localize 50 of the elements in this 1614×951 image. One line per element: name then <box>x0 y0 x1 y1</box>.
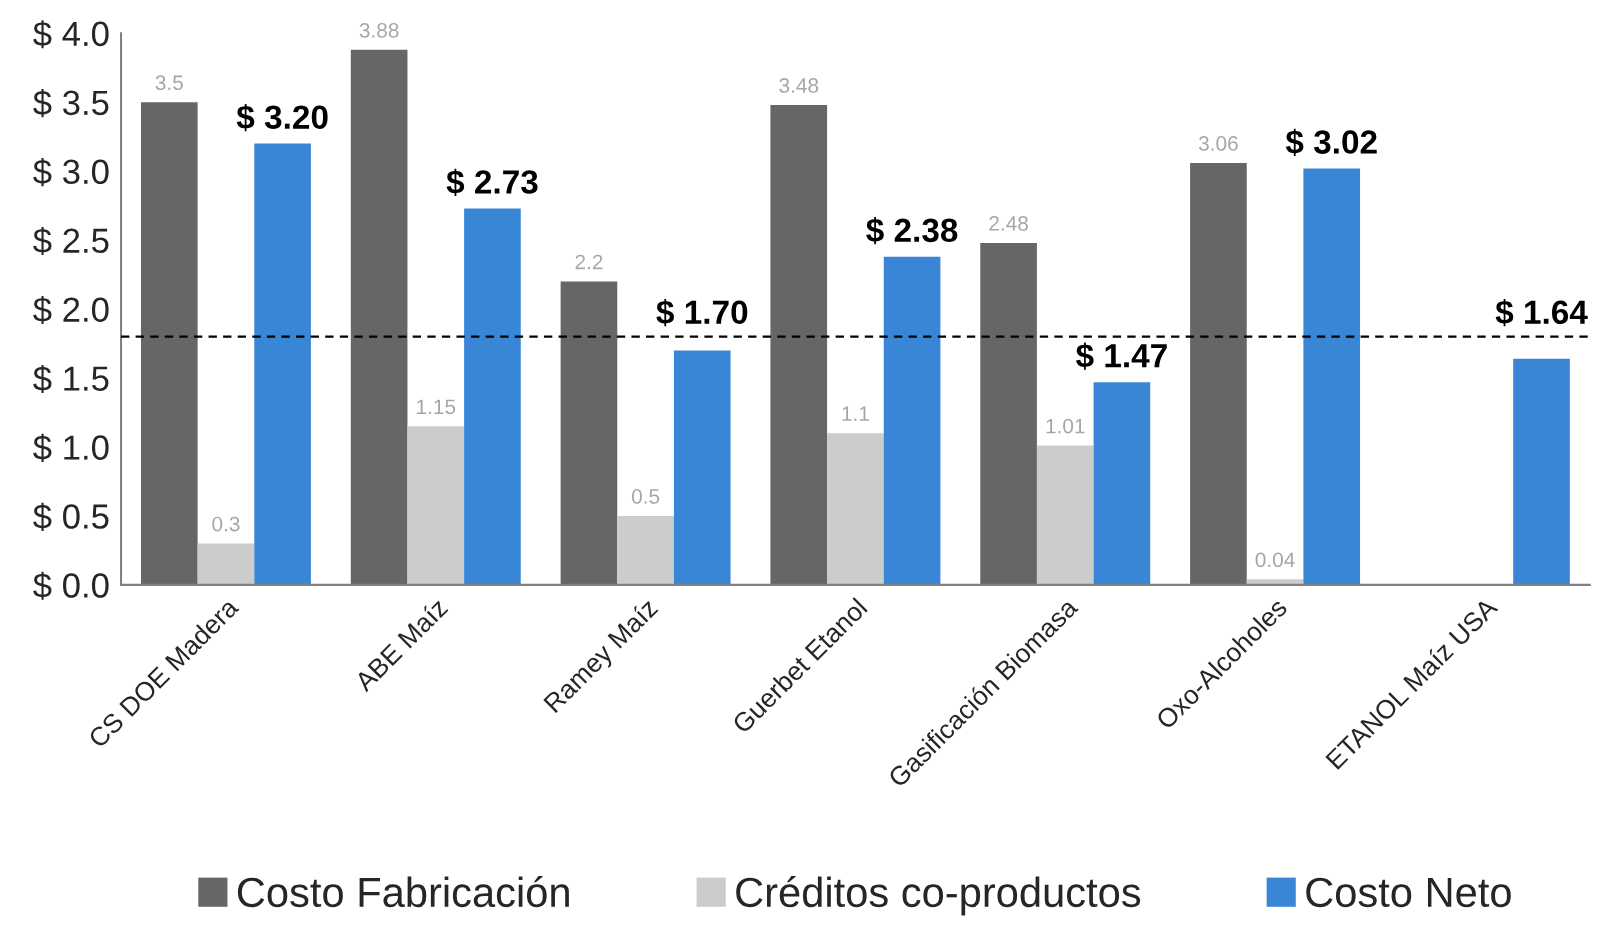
data-label: $ 3.20 <box>236 103 328 132</box>
bar <box>980 242 1037 585</box>
y-tick-label: $ 0.0 <box>33 571 109 600</box>
data-label: 3.5 <box>155 75 183 91</box>
bar <box>673 350 731 585</box>
data-label: 1.01 <box>1046 418 1085 434</box>
y-tick-label: $ 4.0 <box>33 20 109 49</box>
data-label: 3.88 <box>359 22 399 38</box>
y-tick-label: $ 1.0 <box>33 433 109 462</box>
data-label: 0.3 <box>212 516 240 532</box>
bar <box>140 102 198 585</box>
data-label: 3.48 <box>779 78 819 93</box>
y-tick-label: $ 3.5 <box>33 89 109 118</box>
data-label: $ 2.73 <box>446 168 538 196</box>
bar <box>1190 162 1247 585</box>
bar <box>1513 358 1570 585</box>
data-label: 2.2 <box>575 254 603 270</box>
bar <box>770 104 828 585</box>
bar <box>827 433 884 585</box>
y-tick-label: $ 2.5 <box>33 227 109 256</box>
data-label: 1.1 <box>842 406 869 421</box>
bar <box>1246 579 1304 585</box>
bar <box>254 143 311 585</box>
legend-label: Créditos co-productos <box>736 876 1141 916</box>
data-label: $ 1.70 <box>656 299 748 327</box>
data-label: 2.48 <box>989 216 1028 231</box>
bar <box>560 281 618 585</box>
bar <box>1093 382 1151 585</box>
data-label: 1.15 <box>417 399 456 415</box>
data-label: 0.5 <box>631 489 660 504</box>
data-label: $ 1.64 <box>1495 299 1588 327</box>
bar <box>197 543 255 585</box>
data-label: $ 1.47 <box>1076 342 1167 370</box>
data-label: $ 3.02 <box>1285 128 1377 156</box>
bar <box>464 208 521 585</box>
bar <box>407 426 465 585</box>
bar <box>883 256 941 585</box>
bar <box>617 515 674 585</box>
legend-label: Costo Neto <box>1306 877 1511 908</box>
bar <box>350 49 408 585</box>
y-tick-label: $ 1.5 <box>33 364 109 394</box>
y-tick-label: $ 0.5 <box>33 502 109 531</box>
data-label: 3.06 <box>1198 136 1238 151</box>
y-tick-label: $ 2.0 <box>33 295 109 325</box>
y-tick-label: $ 3.0 <box>33 158 109 187</box>
legend-label: Costo Fabricación <box>237 876 569 908</box>
data-label: 0.04 <box>1255 552 1295 568</box>
bar <box>1036 445 1094 585</box>
data-label: $ 2.38 <box>866 217 958 245</box>
bar <box>1303 168 1361 585</box>
